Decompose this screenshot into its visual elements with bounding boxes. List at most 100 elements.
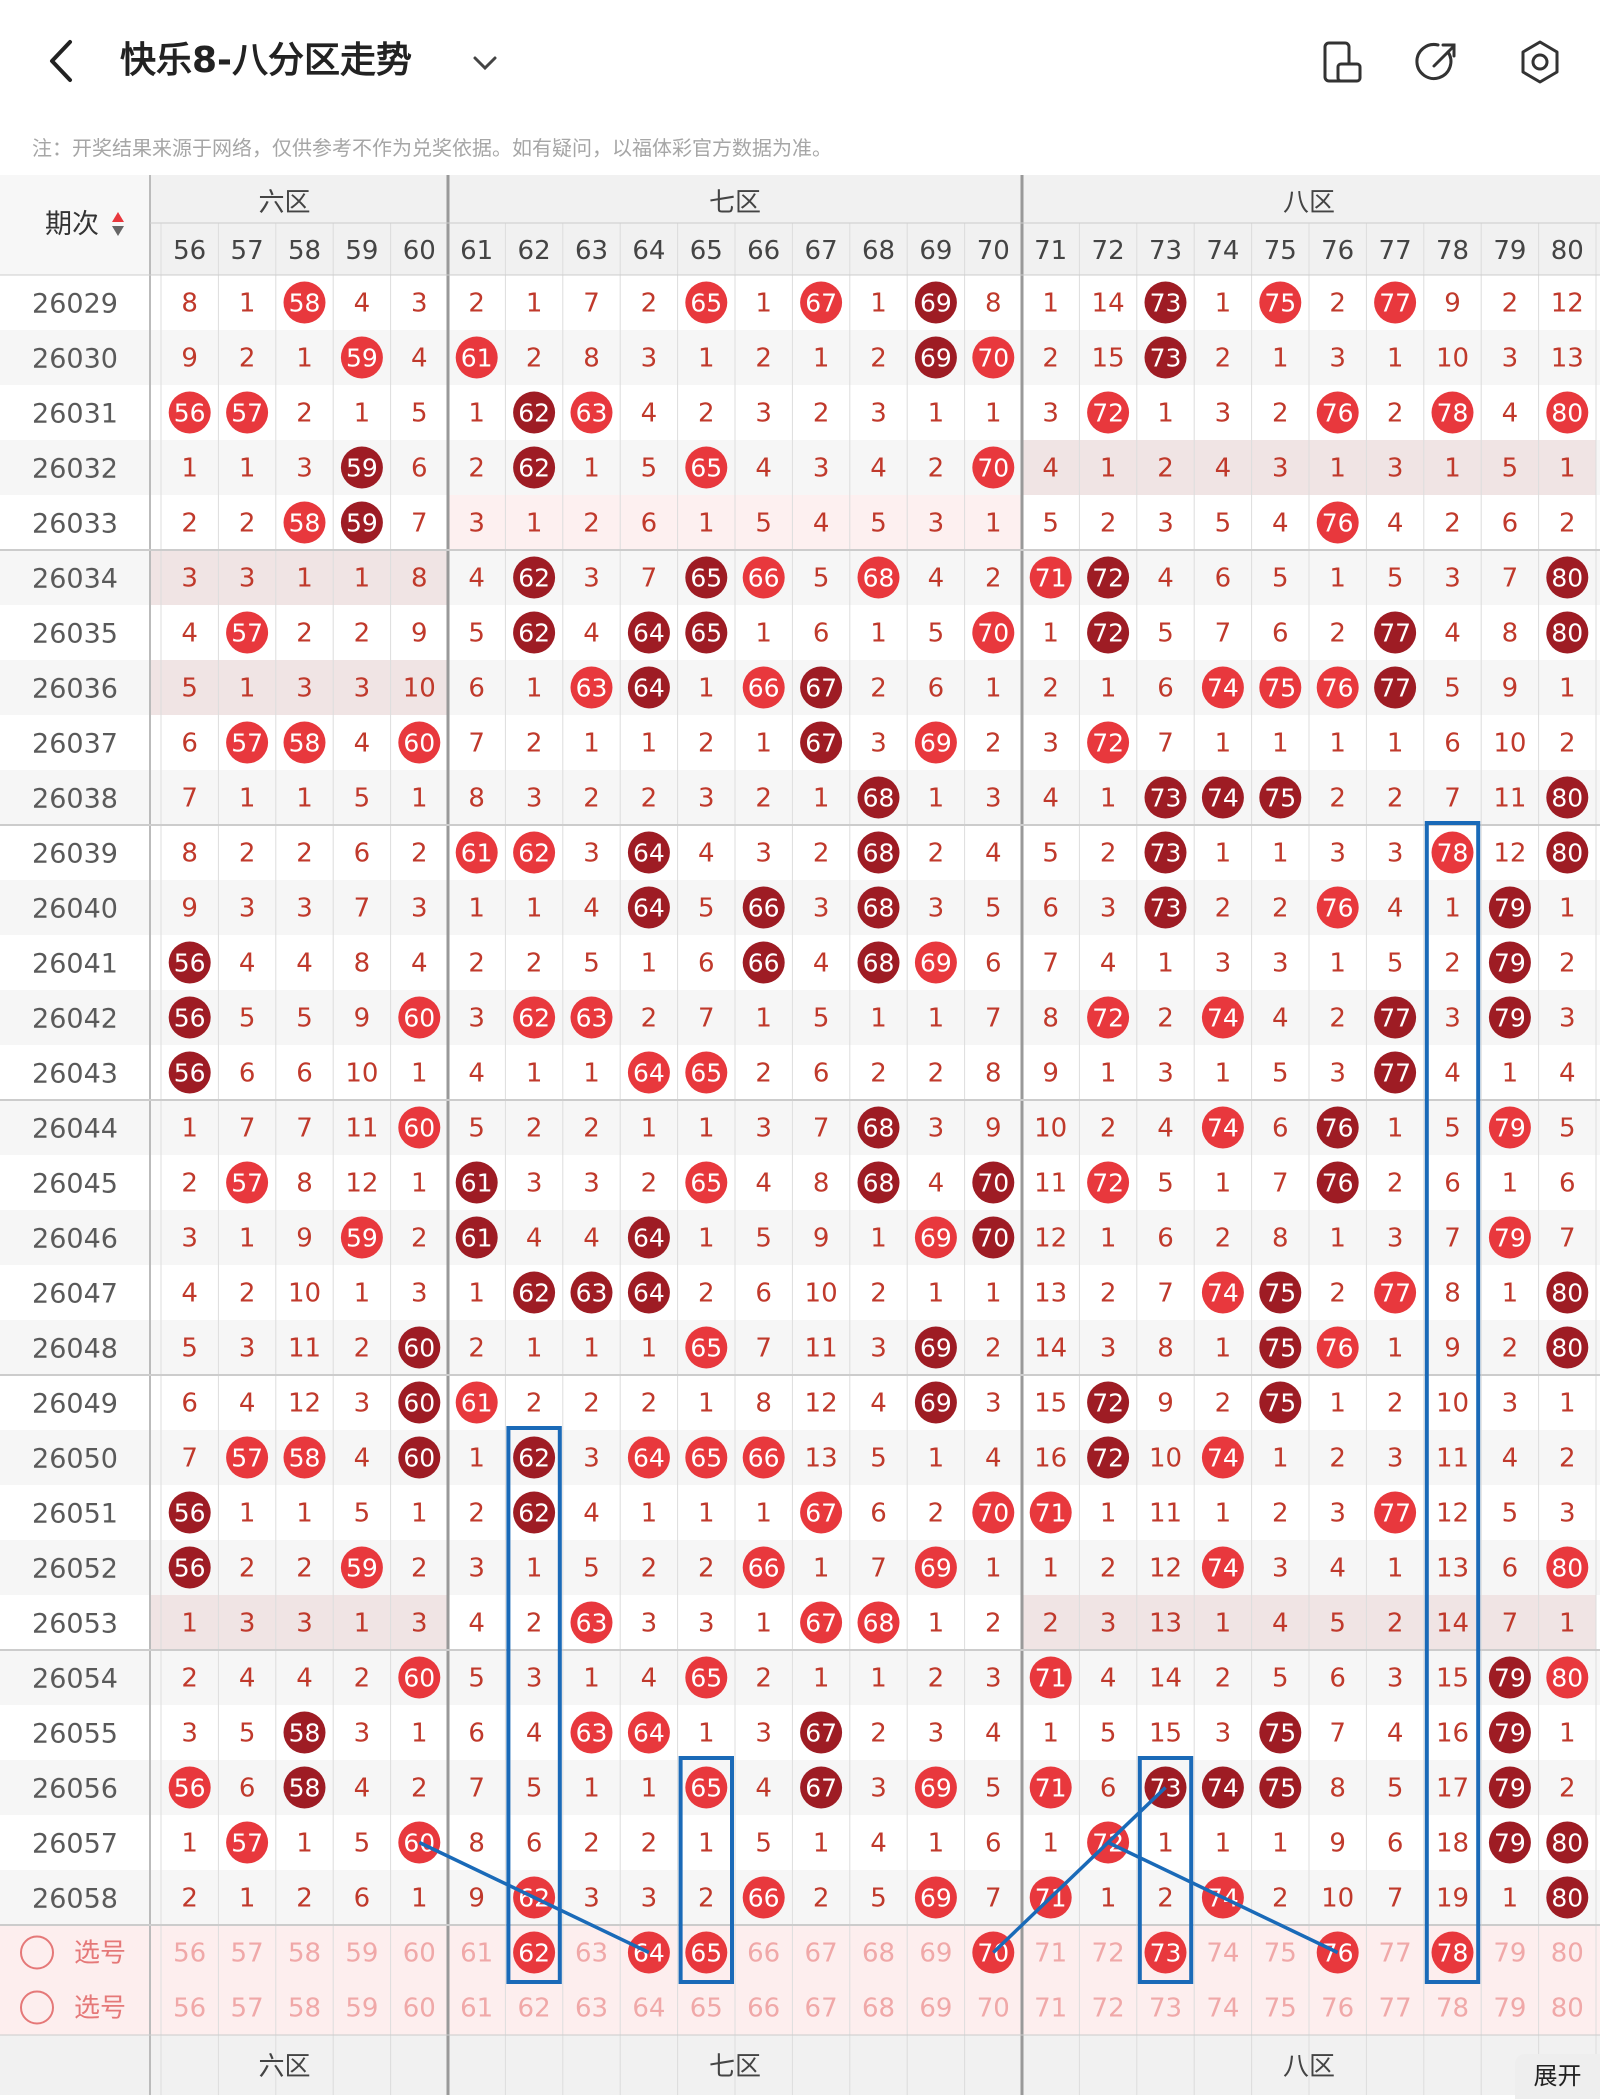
picked-number[interactable]: 76 xyxy=(1322,1939,1354,1968)
hit-number: 72 xyxy=(1092,1389,1124,1418)
select-radio[interactable] xyxy=(20,1935,54,1970)
select-number[interactable]: 56 xyxy=(173,1994,206,2024)
hit-ball xyxy=(455,1216,498,1259)
settings-icon[interactable] xyxy=(1516,38,1564,86)
select-number[interactable]: 70 xyxy=(977,1994,1010,2024)
select-label[interactable]: 选号 xyxy=(74,1994,126,2024)
share-icon[interactable] xyxy=(1414,38,1462,86)
top-bar: 快乐8-八分区走势 xyxy=(0,0,1600,125)
select-number[interactable]: 63 xyxy=(575,1939,608,1969)
select-number[interactable]: 69 xyxy=(919,1939,952,1969)
select-number[interactable]: 78 xyxy=(1436,1994,1469,2024)
hit-number: 68 xyxy=(863,894,895,923)
hit-ball xyxy=(1144,776,1187,819)
screen-orientation-icon[interactable] xyxy=(1318,38,1366,86)
select-number[interactable]: 65 xyxy=(690,1994,723,2024)
select-number[interactable]: 76 xyxy=(1321,1994,1354,2024)
miss-count: 2 xyxy=(870,344,887,374)
hit-ball xyxy=(226,721,269,764)
miss-count: 3 xyxy=(870,1774,887,1804)
select-number[interactable]: 61 xyxy=(460,1939,493,1969)
hit-ball xyxy=(914,1546,957,1589)
back-icon[interactable] xyxy=(42,36,82,86)
select-number[interactable]: 71 xyxy=(1034,1994,1067,2024)
select-number[interactable]: 63 xyxy=(575,1994,608,2024)
select-number[interactable]: 79 xyxy=(1493,1939,1526,1969)
select-radio[interactable] xyxy=(20,1990,54,2025)
select-number[interactable]: 58 xyxy=(288,1939,321,1969)
picked-number[interactable]: 62 xyxy=(518,1939,550,1968)
sort-up-icon[interactable] xyxy=(112,212,124,222)
select-number[interactable]: 62 xyxy=(518,1994,551,2024)
picked-number[interactable]: 78 xyxy=(1437,1939,1469,1968)
miss-count: 1 xyxy=(1559,1389,1576,1419)
hit-number: 74 xyxy=(1207,1774,1239,1803)
hit-ball xyxy=(1201,1106,1244,1149)
miss-count: 3 xyxy=(813,894,830,924)
picked-number[interactable]: 64 xyxy=(633,1939,665,1968)
miss-count: 3 xyxy=(870,1334,887,1364)
select-number[interactable]: 68 xyxy=(862,1994,895,2024)
picked-number[interactable]: 65 xyxy=(690,1939,722,1968)
select-number[interactable]: 56 xyxy=(173,1939,206,1969)
select-number[interactable]: 73 xyxy=(1149,1994,1182,2024)
miss-count: 1 xyxy=(1100,1499,1117,1529)
miss-count: 3 xyxy=(181,564,198,594)
period-label: 26036 xyxy=(32,674,118,705)
miss-count: 1 xyxy=(813,344,830,374)
select-number[interactable]: 59 xyxy=(345,1939,378,1969)
miss-count: 2 xyxy=(928,454,945,484)
select-number[interactable]: 57 xyxy=(231,1994,264,2024)
miss-count: 12 xyxy=(1436,1499,1469,1529)
select-number[interactable]: 74 xyxy=(1206,1994,1239,2024)
select-number[interactable]: 67 xyxy=(805,1939,838,1969)
miss-count: 8 xyxy=(296,1169,313,1199)
select-number[interactable]: 57 xyxy=(231,1939,264,1969)
select-number[interactable]: 75 xyxy=(1264,1994,1297,2024)
select-number[interactable]: 77 xyxy=(1379,1939,1412,1969)
select-number[interactable]: 59 xyxy=(345,1994,378,2024)
miss-count: 3 xyxy=(1559,1004,1576,1034)
chevron-down-icon[interactable] xyxy=(470,48,500,78)
select-number[interactable]: 66 xyxy=(747,1939,780,1969)
miss-count: 6 xyxy=(354,839,371,869)
miss-count: 4 xyxy=(181,1279,198,1309)
picked-ball[interactable] xyxy=(513,1931,556,1974)
select-number[interactable]: 74 xyxy=(1206,1939,1239,1969)
select-number[interactable]: 60 xyxy=(403,1994,436,2024)
expand-button[interactable]: 展开 xyxy=(1515,2054,1600,2099)
select-number[interactable]: 72 xyxy=(1092,1939,1125,1969)
hit-ball xyxy=(1087,996,1130,1039)
miss-count: 4 xyxy=(1042,454,1059,484)
select-number[interactable]: 67 xyxy=(805,1994,838,2024)
hit-ball xyxy=(1374,996,1417,1039)
select-number[interactable]: 80 xyxy=(1551,1994,1584,2024)
select-number[interactable]: 66 xyxy=(747,1994,780,2024)
picked-ball[interactable] xyxy=(685,1931,728,1974)
select-number[interactable]: 72 xyxy=(1092,1994,1125,2024)
hit-ball xyxy=(857,556,900,599)
miss-count: 4 xyxy=(1272,509,1289,539)
select-label[interactable]: 选号 xyxy=(74,1939,126,1969)
select-number[interactable]: 75 xyxy=(1264,1939,1297,1969)
select-number[interactable]: 68 xyxy=(862,1939,895,1969)
miss-count: 3 xyxy=(1387,1224,1404,1254)
select-number[interactable]: 60 xyxy=(403,1939,436,1969)
picked-ball[interactable] xyxy=(1431,1931,1474,1974)
miss-count: 2 xyxy=(583,1389,600,1419)
picked-number[interactable]: 73 xyxy=(1150,1939,1182,1968)
miss-count: 9 xyxy=(181,344,198,374)
sort-down-icon[interactable] xyxy=(112,226,124,236)
miss-count: 2 xyxy=(181,1664,198,1694)
select-number[interactable]: 71 xyxy=(1034,1939,1067,1969)
select-number[interactable]: 79 xyxy=(1493,1994,1526,2024)
select-number[interactable]: 58 xyxy=(288,1994,321,2024)
select-number[interactable]: 64 xyxy=(632,1994,665,2024)
select-number[interactable]: 61 xyxy=(460,1994,493,2024)
miss-count: 1 xyxy=(870,1664,887,1694)
select-number[interactable]: 77 xyxy=(1379,1994,1412,2024)
picked-ball[interactable] xyxy=(1144,1931,1187,1974)
hit-ball xyxy=(1546,776,1589,819)
select-number[interactable]: 69 xyxy=(919,1994,952,2024)
select-number[interactable]: 80 xyxy=(1551,1939,1584,1969)
